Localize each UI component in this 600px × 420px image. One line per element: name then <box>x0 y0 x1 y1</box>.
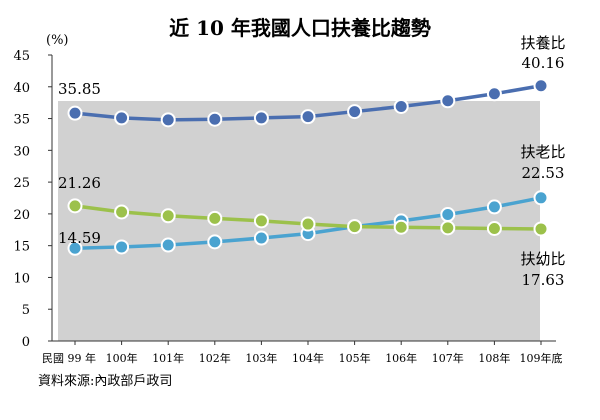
series-point <box>253 110 269 126</box>
series-point <box>114 204 130 220</box>
x-tick-label: 100年 <box>106 351 138 365</box>
y-tick-label: 35 <box>13 113 30 128</box>
series-point <box>67 198 83 214</box>
series-point <box>533 78 549 94</box>
end-value-label: 40.16 <box>522 54 565 72</box>
series-point <box>486 86 502 102</box>
series-point <box>393 219 409 235</box>
series-point <box>114 110 130 126</box>
y-tick-label: 0 <box>22 335 30 350</box>
series-point <box>207 210 223 226</box>
series-point <box>486 199 502 215</box>
x-tick-label: 104年 <box>292 351 324 365</box>
y-tick-label: 40 <box>13 81 30 96</box>
series-point <box>393 98 409 114</box>
series-name-label: 扶幼比 <box>520 250 565 268</box>
y-tick-label: 20 <box>13 208 30 223</box>
series-point <box>300 216 316 232</box>
series-point <box>67 105 83 121</box>
y-tick-label: 45 <box>13 49 30 64</box>
series-point <box>440 220 456 236</box>
label-layer: 扶養比 40.16 35.85 扶老比 22.53 14.59 扶幼比 17.63 21.26 <box>58 34 566 289</box>
start-value-label: 14.59 <box>58 229 101 247</box>
y-tick-label: 15 <box>13 240 30 255</box>
x-tick-label: 民國 99 年 <box>42 351 96 365</box>
series-point <box>160 112 176 128</box>
x-tick-label: 101年 <box>152 351 184 365</box>
y-tick-label: 25 <box>13 176 30 191</box>
x-tick-label: 102年 <box>199 351 231 365</box>
series-point <box>253 213 269 229</box>
series-point <box>207 111 223 127</box>
series-point <box>253 230 269 246</box>
series-name-label: 扶老比 <box>520 143 565 161</box>
end-value-label: 22.53 <box>522 164 565 182</box>
series-point <box>347 104 363 120</box>
x-tick-label: 103年 <box>245 351 277 365</box>
y-ticks: 0 5 10 15 20 25 30 35 40 45 <box>13 49 52 350</box>
series-point <box>114 239 130 255</box>
chart-title: 近 10 年我國人口扶養比趨勢 <box>169 16 431 40</box>
x-tick-label: 108年 <box>478 351 510 365</box>
y-tick-label: 10 <box>13 271 30 286</box>
x-tick-label: 105年 <box>339 351 371 365</box>
series-point <box>486 221 502 237</box>
series-point <box>533 190 549 206</box>
series-point <box>440 93 456 109</box>
series-point <box>440 207 456 223</box>
series-name-label: 扶養比 <box>520 34 565 52</box>
series-point <box>300 109 316 125</box>
series-point <box>207 234 223 250</box>
start-value-label: 21.26 <box>58 174 101 192</box>
x-ticks: 民國 99 年 100年 101年 102年 103年 104年 105年 106年 107年 1… <box>42 341 563 365</box>
series-point <box>160 208 176 224</box>
series-point <box>67 240 83 256</box>
source-note: 資料來源:內政部戶政司 <box>38 374 172 389</box>
x-tick-label: 107年 <box>432 351 464 365</box>
series-layer <box>67 78 549 256</box>
plot-background <box>58 101 540 341</box>
start-value-label: 35.85 <box>58 80 101 98</box>
y-tick-label: 5 <box>22 303 30 318</box>
x-tick-label: 109年底 <box>520 351 563 365</box>
x-tick-label: 106年 <box>385 351 417 365</box>
y-axis-unit: (%) <box>46 33 69 48</box>
y-tick-label: 30 <box>13 144 30 159</box>
series-point <box>533 221 549 237</box>
end-value-label: 17.63 <box>522 271 565 289</box>
series-point <box>160 237 176 253</box>
series-point <box>347 219 363 235</box>
